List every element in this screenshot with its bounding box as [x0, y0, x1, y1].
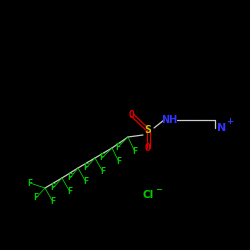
Text: F: F [84, 164, 88, 172]
Text: +: + [226, 118, 234, 126]
Text: NH: NH [161, 115, 177, 125]
Text: N: N [218, 123, 226, 133]
Text: F: F [50, 198, 56, 206]
Text: F: F [50, 184, 56, 192]
Text: F: F [34, 194, 38, 202]
Text: S: S [144, 125, 152, 135]
Text: F: F [100, 168, 105, 176]
Text: F: F [68, 174, 72, 182]
Text: −: − [156, 186, 162, 194]
Text: F: F [116, 142, 120, 152]
Text: O: O [145, 143, 151, 153]
Text: F: F [28, 178, 32, 188]
Text: F: F [100, 154, 104, 162]
Text: O: O [129, 110, 135, 120]
Text: F: F [84, 178, 88, 186]
Text: Cl: Cl [142, 190, 154, 200]
Text: F: F [132, 148, 138, 156]
Text: F: F [116, 158, 121, 166]
Text: F: F [68, 188, 72, 196]
